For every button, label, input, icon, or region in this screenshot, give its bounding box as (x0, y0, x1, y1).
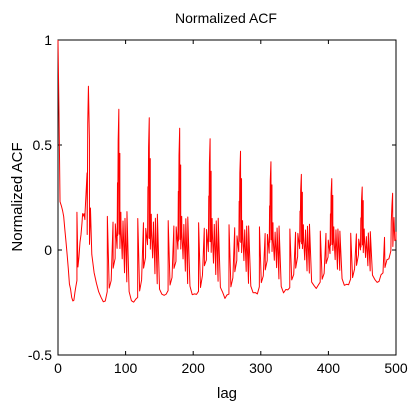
x-tick-label: 100 (114, 360, 138, 376)
plot-area (57, 39, 397, 356)
x-tick-label: 300 (249, 360, 273, 376)
y-tick-label: 0 (44, 242, 52, 258)
chart-title: Normalized ACF (175, 10, 277, 26)
acf-series-line (57, 39, 397, 303)
y-tick-label: 1 (44, 32, 52, 48)
x-axis-label: lag (217, 385, 237, 402)
x-tick-label: 200 (182, 360, 206, 376)
y-tick-labels: -0.5 0 0.5 1 (28, 32, 52, 363)
x-tick-label: 400 (317, 360, 341, 376)
x-tick-labels: 0 100 200 300 400 500 (54, 360, 408, 376)
y-axis-label: Normalized ACF (9, 142, 26, 251)
peak-marks (57, 39, 393, 301)
x-tick-label: 0 (54, 360, 62, 376)
y-tick-label: -0.5 (28, 347, 52, 363)
axis-ticks (57, 39, 397, 356)
x-tick-label: 500 (384, 360, 408, 376)
y-tick-label: 0.5 (33, 137, 53, 153)
